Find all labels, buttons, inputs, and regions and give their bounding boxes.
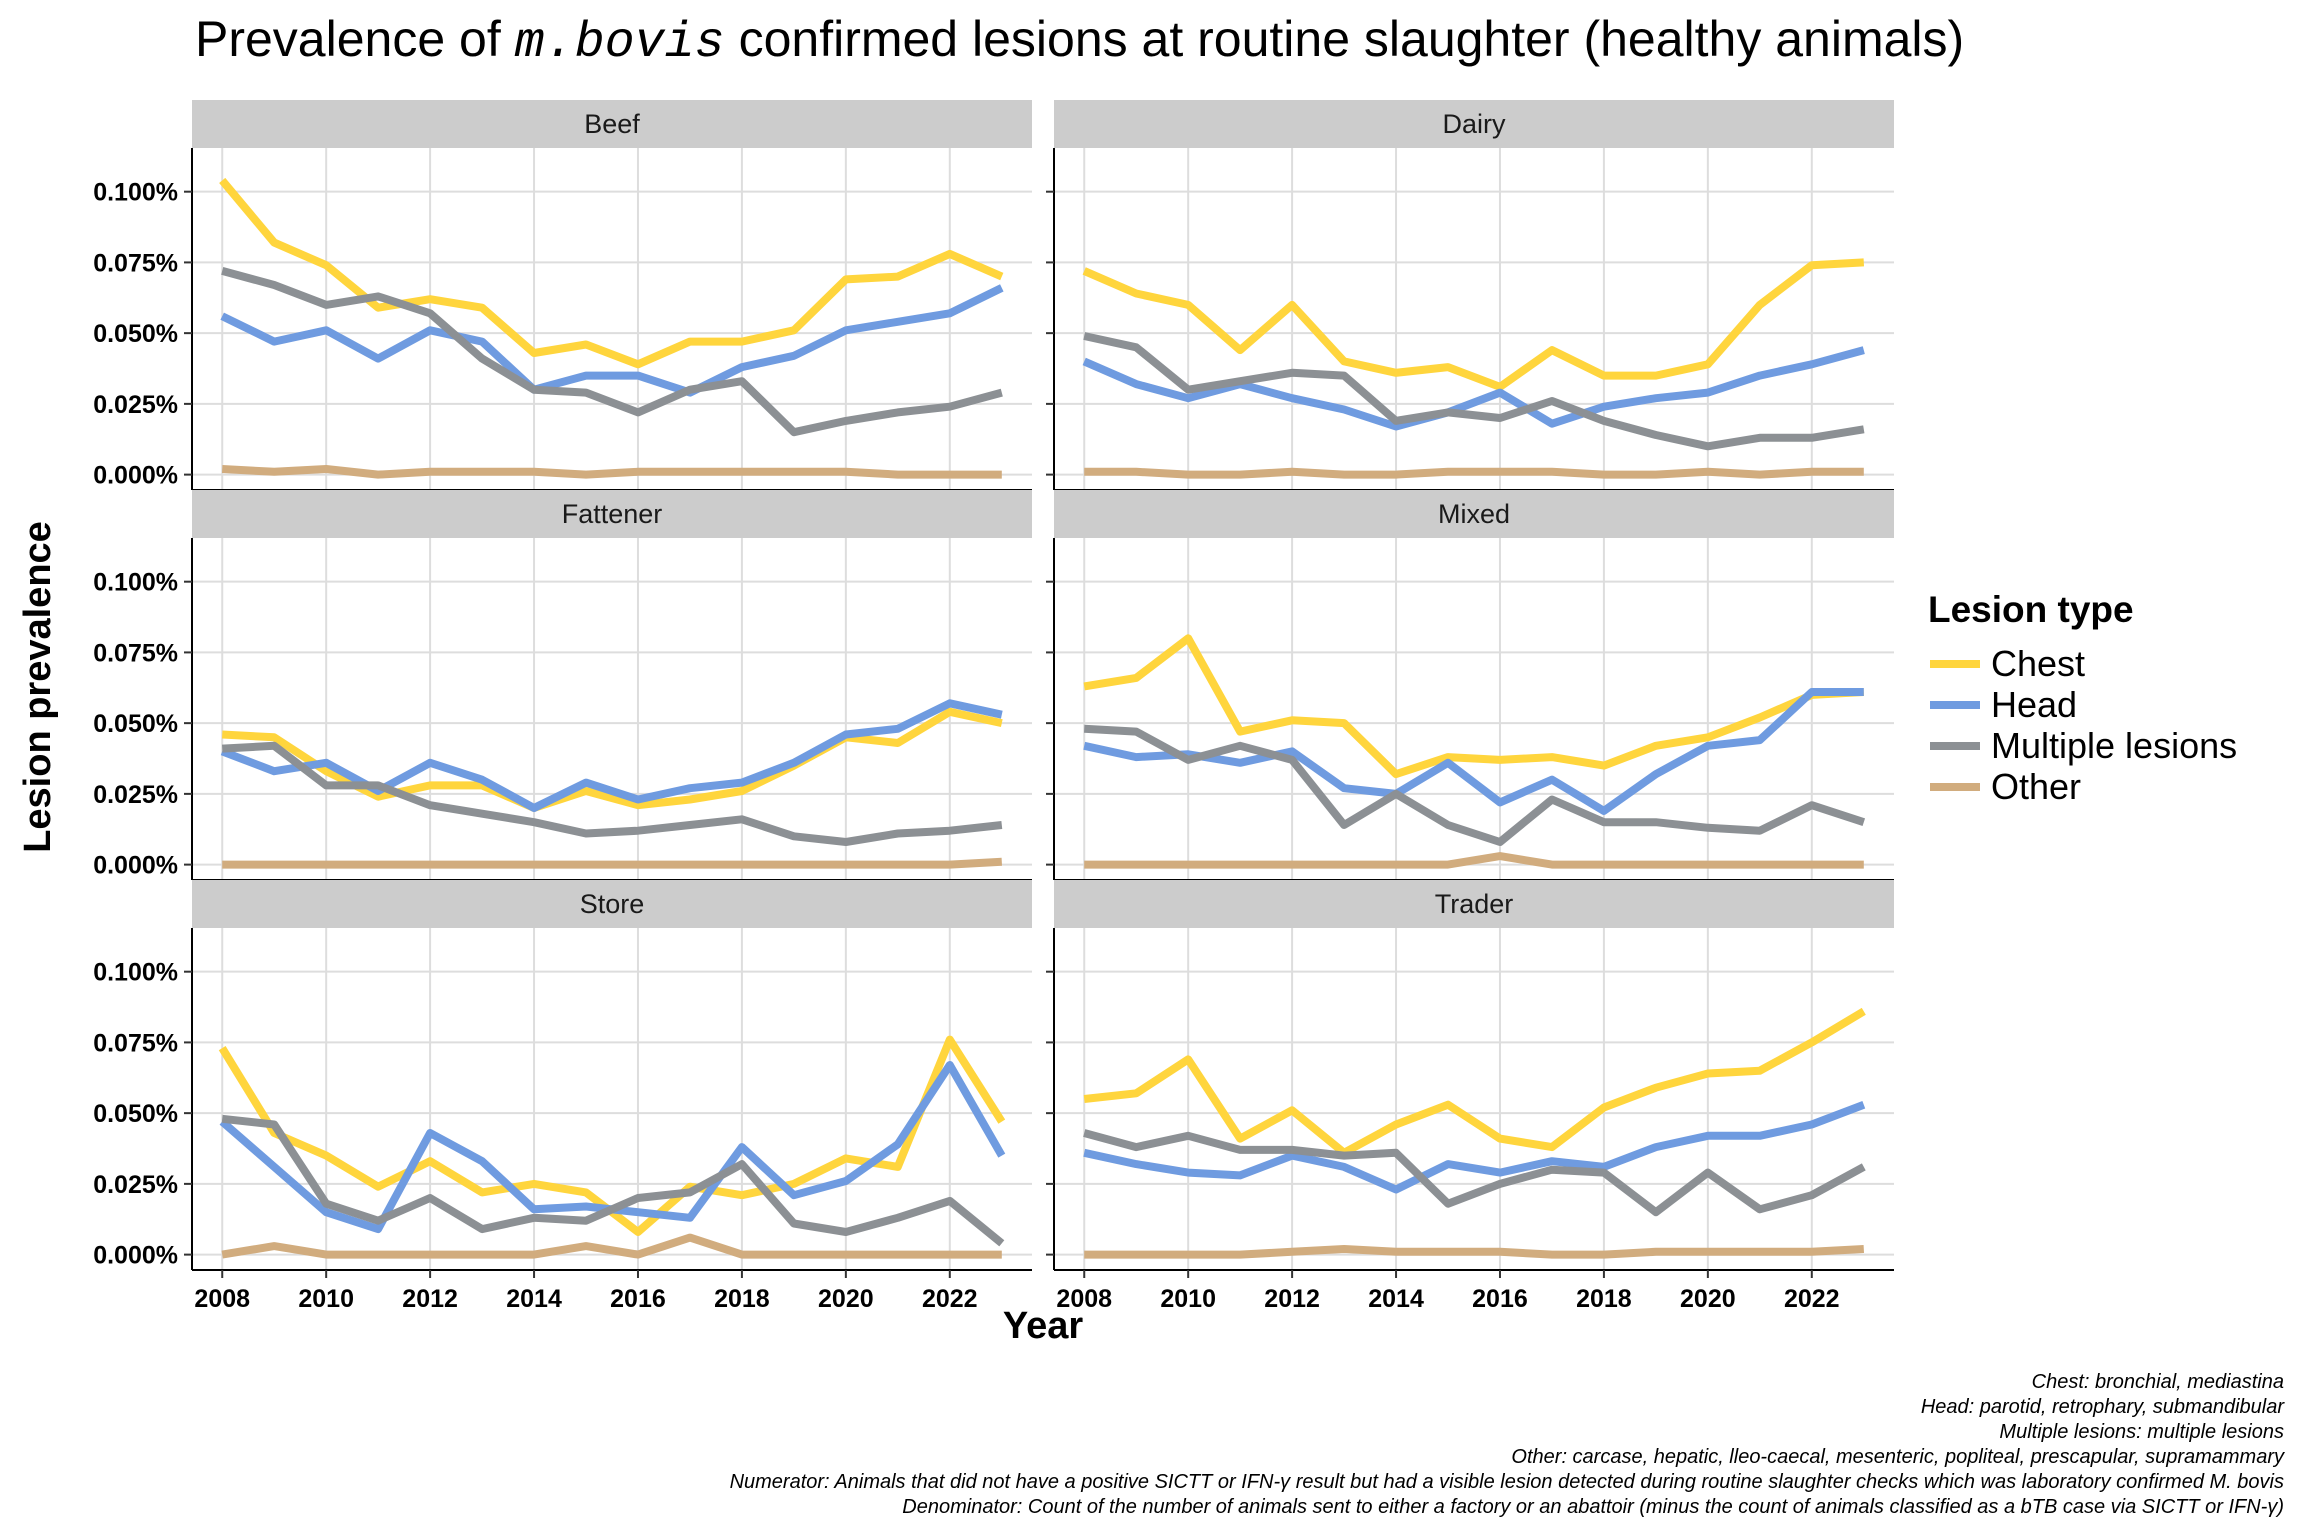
series-line-head [220, 699, 1003, 812]
y-axis-title: Lesion prevalence [17, 521, 59, 853]
caption-line: Chest: bronchial, mediastina [2031, 1371, 2284, 1393]
facet-strip [1054, 100, 1894, 148]
series-line-multiple-lesions [1083, 724, 1866, 846]
facet-label: Mixed [1438, 499, 1510, 529]
x-tick-label: 2018 [714, 1285, 770, 1313]
series-line-head [1083, 688, 1864, 815]
legend-label: Multiple lesions [1991, 725, 2237, 766]
series-line-chest [218, 1035, 1006, 1236]
facet-strip [192, 100, 1032, 148]
facet-label: Store [580, 889, 645, 919]
y-tick-label: 0.100% [93, 959, 178, 987]
y-tick-label: 0.050% [93, 1100, 178, 1128]
x-tick-label: 2008 [1056, 1285, 1112, 1313]
series-line-multiple-lesions [1083, 332, 1865, 451]
x-tick-label: 2020 [818, 1285, 874, 1313]
caption-line: Numerator: Animals that did not have a p… [729, 1471, 2284, 1493]
y-tick-label: 0.050% [93, 320, 178, 348]
x-tick-label: 2022 [922, 1285, 978, 1313]
series-line-chest [1082, 258, 1865, 391]
y-tick-label: 0.025% [93, 781, 178, 809]
x-tick-label: 2012 [1264, 1285, 1320, 1313]
series-line-chest [1083, 1007, 1866, 1157]
chart-title: Prevalence of m.bovis confirmed lesions … [195, 10, 1964, 72]
series-line-other [221, 1233, 1002, 1259]
x-tick-label: 2010 [1160, 1285, 1216, 1313]
series-line-chest [219, 177, 1004, 369]
x-tick-label: 2010 [298, 1285, 354, 1313]
x-tick-label: 2022 [1784, 1285, 1840, 1313]
facet-strip [1054, 490, 1894, 538]
facet-label: Fattener [562, 499, 663, 529]
chart-title-prefix: Prevalence of [195, 11, 515, 67]
legend-label: Other [1991, 766, 2081, 807]
series-line-multiple-lesions [221, 741, 1003, 846]
x-tick-label: 2016 [610, 1285, 666, 1313]
y-tick-label: 0.025% [93, 391, 178, 419]
series-line-other [1084, 467, 1864, 479]
caption-line: Multiple lesions: multiple lesions [1999, 1421, 2284, 1443]
y-tick-label: 0.100% [93, 569, 178, 597]
series-line-other [222, 857, 1003, 869]
x-tick-label: 2016 [1472, 1285, 1528, 1313]
series-line-chest [1083, 634, 1865, 779]
caption-line: Denominator: Count of the number of anim… [902, 1496, 2284, 1518]
chart-title-suffix: confirmed lesions at routine slaughter (… [724, 11, 1965, 67]
chart-captions: Chest: bronchial, mediastina Head: parot… [730, 1370, 2284, 1520]
facet-label: Dairy [1442, 109, 1506, 139]
series-line-multiple-lesions [221, 267, 1003, 437]
y-tick-label: 0.100% [93, 179, 178, 207]
x-tick-label: 2014 [506, 1285, 562, 1313]
y-tick-label: 0.000% [93, 852, 178, 880]
legend-title: Lesion type [1928, 589, 2134, 630]
series-line-multiple-lesions [221, 1114, 1005, 1247]
series-line-other [1084, 852, 1864, 869]
facet-strip [192, 490, 1032, 538]
series-line-multiple-lesions [1083, 1129, 1866, 1217]
y-tick-label: 0.000% [93, 462, 178, 490]
facet-strip [192, 880, 1032, 928]
y-tick-label: 0.050% [93, 710, 178, 738]
y-tick-label: 0.075% [93, 1029, 178, 1057]
series-line-other [1084, 1245, 1865, 1259]
caption-line: Head: parotid, retrophary, submandibular [1920, 1396, 2284, 1418]
x-axis-title: Year [1003, 1305, 1084, 1347]
x-tick-label: 2014 [1368, 1285, 1424, 1313]
y-tick-label: 0.075% [93, 639, 178, 667]
y-tick-label: 0.025% [93, 1171, 178, 1199]
legend-label: Chest [1991, 643, 2085, 684]
y-tick-label: 0.075% [93, 249, 178, 277]
legend-label: Head [1991, 684, 2077, 725]
y-tick-label: 0.000% [93, 1242, 178, 1270]
chart-title-italic: m.bovis [514, 15, 725, 72]
series-line-head [1082, 346, 1865, 431]
facet-label: Trader [1435, 889, 1514, 919]
caption-line: Other: carcase, hepatic, lleo-caecal, me… [1511, 1446, 2284, 1468]
x-tick-label: 2012 [402, 1285, 458, 1313]
series-line-head [220, 284, 1004, 397]
facet-strip [1054, 880, 1894, 928]
x-tick-label: 2008 [194, 1285, 250, 1313]
x-tick-label: 2018 [1576, 1285, 1632, 1313]
facet-label: Beef [584, 109, 640, 139]
x-tick-label: 2020 [1680, 1285, 1736, 1313]
series-line-head [1083, 1100, 1866, 1194]
series-line-other [221, 465, 1002, 479]
